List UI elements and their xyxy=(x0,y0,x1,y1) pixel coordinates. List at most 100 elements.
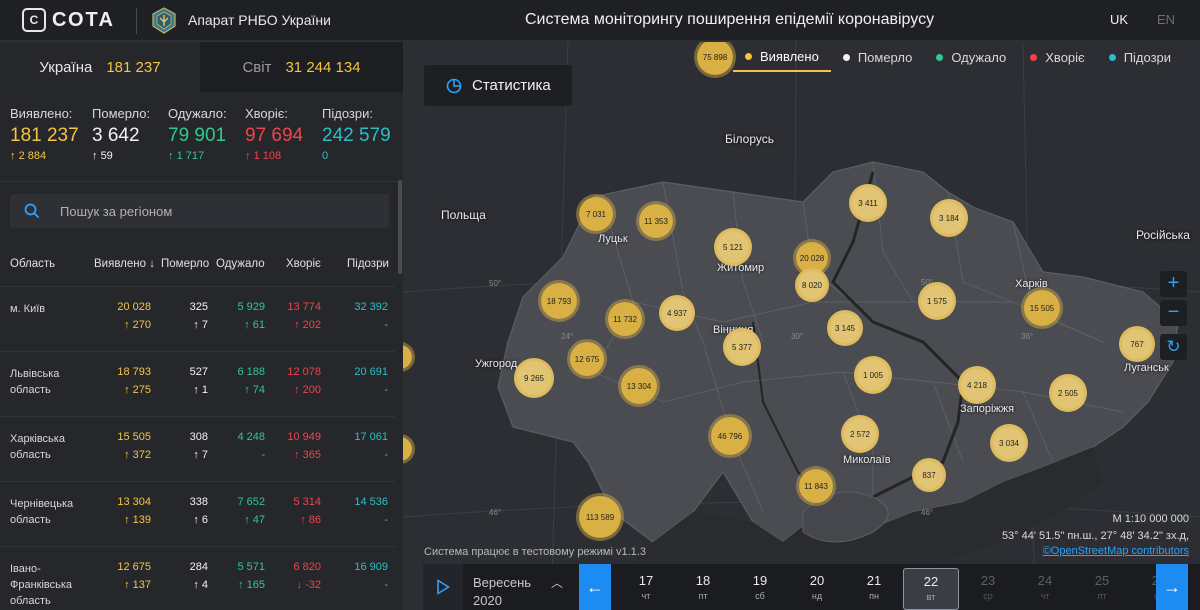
day-number: 19 xyxy=(752,573,768,588)
chevron-up-icon[interactable]: ︿ xyxy=(551,576,564,590)
suspected-value: 17 061 xyxy=(354,431,388,443)
table-row[interactable]: Львівська область 18 793 ↑ 275 527 ↑ 1 6 188 ↑… xyxy=(0,351,395,416)
lang-uk[interactable]: UK xyxy=(1110,12,1129,27)
graticule-label: 46° xyxy=(489,508,502,517)
sota-logo-text: СОТА xyxy=(52,8,115,31)
cluster-marker[interactable]: 15 505 xyxy=(1021,287,1063,329)
day-25[interactable]: 25 пт xyxy=(1074,564,1130,610)
cluster-marker[interactable]: 3 184 xyxy=(930,199,968,237)
weekday-label: чт xyxy=(641,591,651,601)
cluster-marker[interactable]: 13 304 xyxy=(618,365,660,407)
legend-deaths[interactable]: Померло xyxy=(831,42,925,72)
cases-value: 12 675 xyxy=(117,561,151,573)
suspected-value: 14 536 xyxy=(354,496,388,508)
day-18[interactable]: 18 пт xyxy=(675,564,731,610)
arrow-up-icon: ↑ xyxy=(92,150,98,162)
cluster-marker[interactable]: 4 218 xyxy=(958,366,996,404)
timeline-bar: Вересень 2020 ︿ ← 17 чт 18 пт 19 сб 20 нд 21 пн 22… xyxy=(423,564,1200,610)
day-number: 23 xyxy=(980,573,996,588)
day-20[interactable]: 20 нд xyxy=(789,564,845,610)
next-day-button[interactable]: → xyxy=(1156,564,1188,610)
sota-logo-icon: C xyxy=(22,8,46,32)
tab-world[interactable]: Світ 31 244 134 xyxy=(200,42,403,92)
day-23[interactable]: 23 ср xyxy=(960,564,1016,610)
cluster-marker[interactable]: 5 377 xyxy=(723,328,761,366)
cluster-marker[interactable]: 12 675 xyxy=(567,339,607,379)
cluster-marker[interactable]: 4 937 xyxy=(659,295,695,331)
day-19[interactable]: 19 сб xyxy=(732,564,788,610)
dot-icon xyxy=(1030,53,1038,61)
col-cases[interactable]: Виявлено ↓ xyxy=(94,258,155,270)
play-button[interactable] xyxy=(423,564,463,610)
cluster-marker[interactable]: 3 145 xyxy=(827,310,863,346)
scrollbar[interactable] xyxy=(398,180,402,274)
col-sick[interactable]: Хворіє xyxy=(286,258,321,270)
cluster-marker[interactable]: 11 843 xyxy=(796,466,836,506)
col-region[interactable]: Область xyxy=(10,258,56,270)
col-suspected[interactable]: Підозри xyxy=(347,258,389,270)
stat-suspected: Підозри: 242 579 0 xyxy=(322,106,391,162)
cluster-marker[interactable]: 3 034 xyxy=(990,424,1028,462)
cases-delta: ↑ 270 xyxy=(124,319,151,331)
day-24[interactable]: 24 чт xyxy=(1017,564,1073,610)
cluster-marker[interactable]: 18 793 xyxy=(538,280,580,322)
cluster-marker[interactable]: 7 031 xyxy=(576,194,616,234)
recovered-value: 4 248 xyxy=(237,431,265,443)
sota-logo[interactable]: C СОТА xyxy=(22,8,115,32)
cluster-marker[interactable]: 2 572 xyxy=(841,415,879,453)
osm-attribution-link[interactable]: ©OpenStreetMap contributors xyxy=(1042,545,1189,557)
col-deaths[interactable]: Померло xyxy=(161,258,210,270)
deaths-delta: ↑ 1 xyxy=(193,384,208,396)
stat-label: Виявлено: xyxy=(10,106,73,121)
legend-suspected[interactable]: Підозри xyxy=(1097,42,1183,72)
region-name: Львівська область xyxy=(10,368,60,396)
tab-ukraine[interactable]: Україна 181 237 xyxy=(0,42,200,92)
table-row[interactable]: Харківська область 15 505 ↑ 372 308 ↑ 7 4 248… xyxy=(0,416,395,481)
legend-sick[interactable]: Хворіє xyxy=(1018,42,1096,72)
cluster-marker[interactable]: 113 589 xyxy=(576,493,624,541)
cluster-marker[interactable]: 1 005 xyxy=(854,356,892,394)
zoom-in-button[interactable]: + xyxy=(1160,271,1187,297)
test-mode-status: Система працює в тестовому режимі v1.1.3 xyxy=(424,546,646,558)
month-selector[interactable]: Вересень 2020 xyxy=(473,574,531,610)
cluster-marker[interactable]: 46 796 xyxy=(708,414,752,458)
zoom-out-button[interactable]: − xyxy=(1160,300,1187,326)
cluster-marker[interactable]: 11 353 xyxy=(636,201,676,241)
suspected-value: 32 392 xyxy=(354,301,388,313)
day-17[interactable]: 17 чт xyxy=(618,564,674,610)
cluster-marker[interactable]: 837 xyxy=(912,458,946,492)
cluster-marker[interactable]: 5 121 xyxy=(714,228,752,266)
cluster-marker[interactable]: 9 265 xyxy=(514,358,554,398)
table-row[interactable]: Чернівецька область 13 304 ↑ 139 338 ↑ 6 7 65… xyxy=(0,481,395,546)
map-canvas xyxy=(403,42,1200,610)
statistics-button[interactable]: Статистика xyxy=(424,65,572,106)
lang-en[interactable]: EN xyxy=(1157,12,1176,27)
stat-value: 97 694 xyxy=(245,125,304,146)
col-recovered[interactable]: Одужало xyxy=(216,258,265,270)
nsdc-emblem-icon xyxy=(152,7,176,34)
day-21[interactable]: 21 пн xyxy=(846,564,902,610)
arrow-up-icon: ↑ xyxy=(245,150,251,162)
cluster-marker[interactable]: 3 411 xyxy=(849,184,887,222)
cluster-marker[interactable]: 767 xyxy=(1119,326,1155,362)
stat-value: 181 237 xyxy=(10,125,79,146)
cluster-marker[interactable]: 75 898 xyxy=(694,42,736,78)
cluster-marker[interactable]: 8 020 xyxy=(795,268,829,302)
search-input[interactable] xyxy=(60,194,380,228)
map-view[interactable]: Виявлено Померло Одужало Хворіє Підозри … xyxy=(403,42,1200,610)
arrow-up-icon: ↑ xyxy=(10,150,16,162)
prev-day-button[interactable]: ← xyxy=(579,564,611,610)
legend-label: Виявлено xyxy=(760,48,819,64)
cases-delta: ↑ 139 xyxy=(124,514,151,526)
day-22[interactable]: 22 вт xyxy=(903,568,959,610)
cluster-marker[interactable]: 11 732 xyxy=(605,299,645,339)
cluster-marker[interactable]: 1 575 xyxy=(918,282,956,320)
statistics-label: Статистика xyxy=(472,77,551,94)
table-row[interactable]: м. Київ 20 028 ↑ 270 325 ↑ 7 5 929 ↑ 61 13 774 ↑… xyxy=(0,286,395,351)
weekday-label: ср xyxy=(983,591,993,601)
legend-recovered[interactable]: Одужало xyxy=(924,42,1018,72)
table-row[interactable]: Івано-Франківська область 12 675 ↑ 137 284 ↑… xyxy=(0,546,395,610)
cluster-marker[interactable]: 2 505 xyxy=(1049,374,1087,412)
legend-detected[interactable]: Виявлено xyxy=(733,42,831,72)
refresh-icon[interactable]: ↻ xyxy=(1160,334,1187,360)
